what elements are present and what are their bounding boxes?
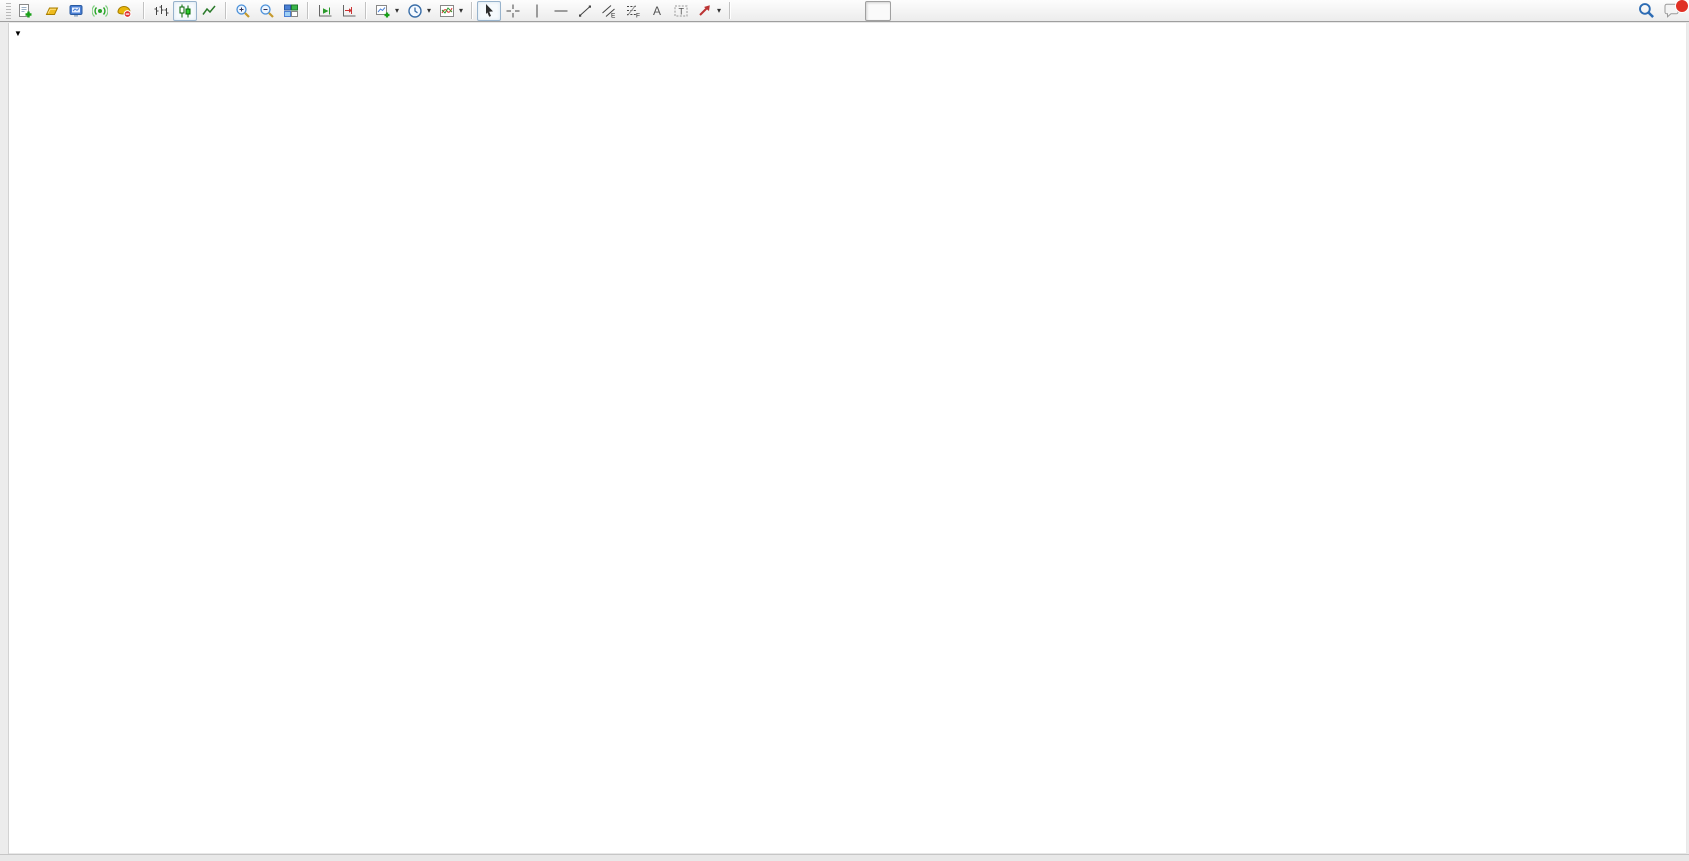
timeframe-w1-button[interactable] [917,1,943,21]
fibonacci-icon: F [625,3,641,19]
candlestick-chart-button[interactable] [173,0,197,21]
bar-chart-icon [153,3,169,19]
arrows-caret-icon: ▾ [717,6,722,15]
period-button[interactable]: ▾ [403,1,435,21]
chart-title-line: ▼ [14,30,36,38]
text-tool-button[interactable]: A [645,1,669,21]
timeframe-mn-button[interactable] [943,1,969,21]
crosshair-tool-button[interactable] [501,1,525,21]
window-bottom-border [0,854,1689,861]
new-order-button[interactable] [13,1,40,21]
timeframe-m15-button[interactable] [787,1,813,21]
auto-scroll-button[interactable] [313,1,337,21]
horizontal-line-tool-button[interactable] [549,1,573,21]
new-chart-caret-icon: ▾ [395,6,400,15]
toolbar: ▾ ▾ ▾ E [0,0,1689,22]
autotrading-icon [116,3,132,19]
chart-background [8,23,1686,853]
signals-button[interactable] [88,1,112,21]
indicators-caret-icon: ▾ [459,6,464,15]
svg-text:F: F [636,12,640,19]
toolbar-separator [307,2,309,19]
timeframe-d1-button[interactable] [891,1,917,21]
chart-shift-icon [341,3,357,19]
market-icon [44,3,60,19]
zoom-out-button[interactable] [255,1,279,21]
horizontal-line-icon [553,3,569,19]
toolbar-separator [225,2,227,19]
vertical-line-tool-button[interactable] [525,1,549,21]
zoom-in-icon [235,3,251,19]
crosshair-icon [505,3,521,19]
auto-scroll-icon [317,3,333,19]
tile-windows-icon [283,3,299,19]
window-right-border [1687,23,1689,860]
line-chart-button[interactable] [197,1,221,21]
market-button[interactable] [40,1,64,21]
clock-icon [407,3,423,19]
rsi-panel-splitter[interactable] [8,706,1640,710]
timeframe-m30-button[interactable] [813,1,839,21]
window-left-border [0,23,9,860]
fibonacci-tool-button[interactable]: F [621,1,645,21]
toolbar-separator [365,2,367,19]
one-click-trading-toggle[interactable]: ▼ [14,29,22,38]
search-button[interactable] [1634,1,1659,21]
timeframe-h1-button[interactable] [839,1,865,21]
cursor-icon [481,3,497,19]
zoom-in-button[interactable] [231,1,255,21]
chart-shift-button[interactable] [337,1,361,21]
candlestick-chart-icon [177,3,193,19]
chart-canvas[interactable] [0,23,1689,854]
new-chart-button[interactable]: ▾ [371,1,403,21]
indicators-button[interactable]: ▾ [435,1,467,21]
indicators-icon [439,3,455,19]
line-chart-icon [201,3,217,19]
signals-icon [92,3,108,19]
metaeditor-icon [68,3,84,19]
toolbar-separator [471,2,474,19]
new-order-icon [17,3,33,19]
trendline-tool-button[interactable] [573,1,597,21]
metaeditor-button[interactable] [64,1,88,21]
equidistant-channel-tool-button[interactable]: E [597,1,621,21]
arrows-icon [697,3,713,19]
timeframe-m5-button[interactable] [761,1,787,21]
arrows-tool-button[interactable]: ▾ [693,1,725,21]
vertical-line-icon [529,3,545,19]
autotrading-button[interactable] [112,1,139,21]
text-label-icon: T [673,3,689,19]
toolbar-separator [729,2,732,19]
period-caret-icon: ▾ [427,6,432,15]
toolbar-separator [143,2,145,19]
search-icon [1638,2,1655,19]
text-icon: A [649,3,665,19]
new-chart-icon [375,3,391,19]
svg-text:A: A [653,4,661,18]
svg-text:T: T [679,6,685,16]
toolbar-grip[interactable] [6,2,11,19]
timeframe-m1-button[interactable] [735,1,761,21]
bar-chart-button[interactable] [149,1,173,21]
notification-badge[interactable] [1675,0,1689,13]
trendline-icon [577,3,593,19]
timeframe-h4-button[interactable] [865,0,892,21]
zoom-out-icon [259,3,275,19]
text-label-tool-button[interactable]: T [669,1,693,21]
svg-text:E: E [611,12,616,19]
tile-windows-button[interactable] [279,1,303,21]
equidistant-channel-icon: E [601,3,617,19]
cursor-tool-button[interactable] [477,0,502,21]
macd-panel-splitter[interactable] [8,588,1640,592]
